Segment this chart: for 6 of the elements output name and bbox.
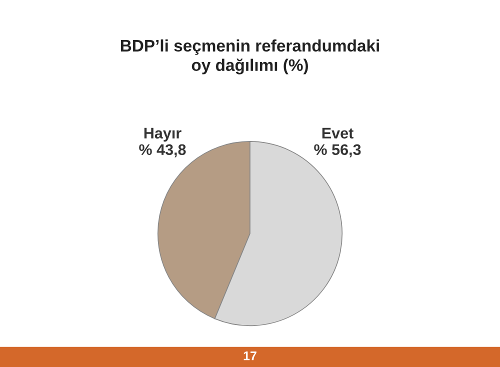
data-label: % 43,8	[139, 144, 186, 158]
data-label: % 56,3	[314, 144, 361, 158]
slice-label: Evet	[322, 128, 354, 139]
chart-title: BDP’li seçmenin referandumdaki oy dağılımı (%)	[120, 39, 379, 74]
slice-label: Hayır	[144, 128, 182, 142]
text: 17	[244, 352, 256, 360]
